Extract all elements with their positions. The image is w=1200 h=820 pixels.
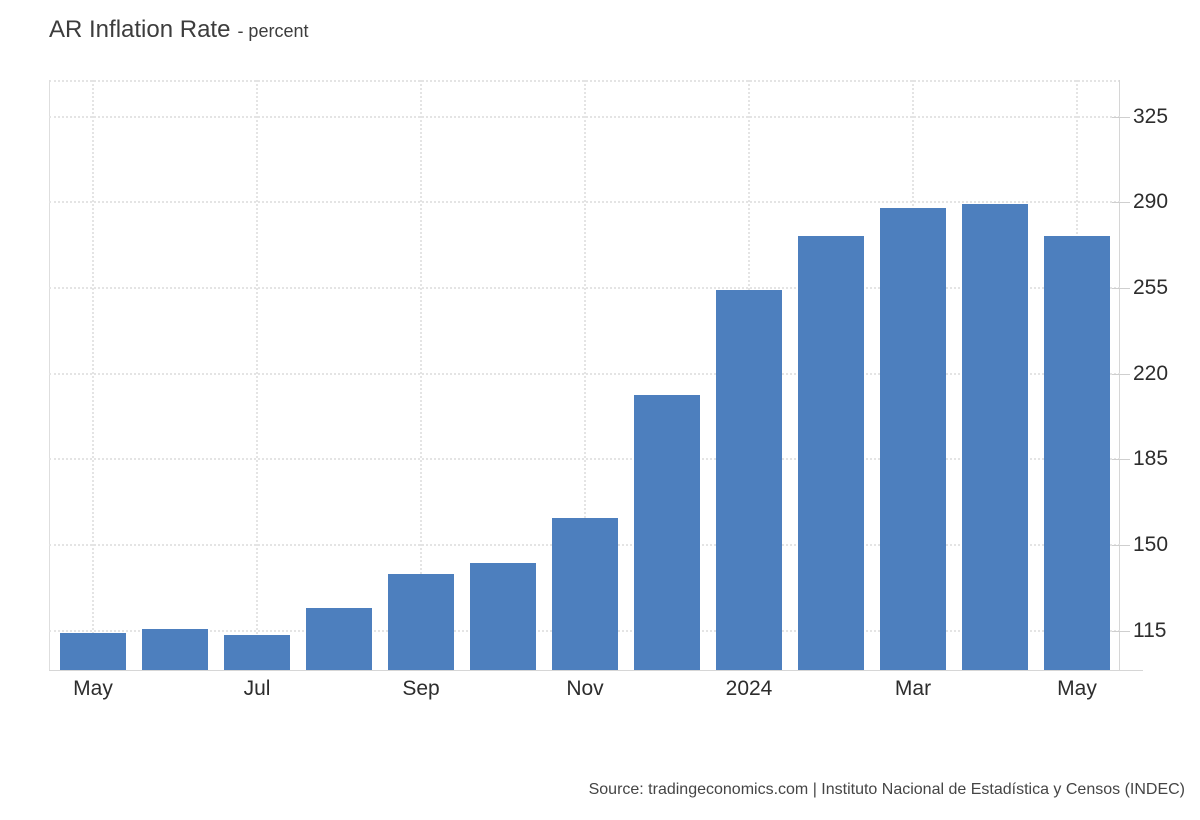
y-tick-label: 185	[1133, 447, 1169, 471]
x-tick-label: May	[1057, 677, 1097, 700]
bar[interactable]	[60, 632, 126, 670]
x-tick-label: Mar	[894, 677, 932, 700]
x-axis-line	[49, 670, 1143, 671]
bar[interactable]	[552, 518, 618, 670]
x-tick-label: Sep	[402, 677, 440, 700]
y-axis-tick	[1112, 373, 1130, 375]
v-gridline	[420, 80, 422, 670]
y-axis-tick	[1112, 459, 1130, 461]
bar[interactable]	[880, 207, 946, 670]
plot-area	[49, 80, 1143, 671]
y-axis-labels: 115 150 185 220 255 290 325	[1133, 80, 1199, 670]
bar[interactable]	[306, 607, 372, 670]
bar[interactable]	[962, 203, 1028, 670]
y-tick-label: 115	[1133, 618, 1167, 642]
chart-title-text: AR Inflation Rate	[49, 16, 231, 43]
x-tick-label: May	[73, 677, 113, 700]
y-tick-label: 325	[1133, 104, 1169, 128]
source-attribution: Source: tradingeconomics.com | Instituto…	[588, 781, 1185, 798]
x-tick-label: Jul	[243, 677, 271, 700]
y-tick-label: 220	[1133, 361, 1169, 385]
x-tick-label: 2024	[725, 677, 773, 700]
chart-subtitle-text: - percent	[237, 21, 309, 41]
y-axis-tick	[1112, 630, 1130, 632]
x-axis-labels: May Jul Sep Nov 2024 Mar May	[49, 676, 1120, 704]
bar[interactable]	[142, 629, 208, 670]
x-tick-label: Nov	[566, 677, 604, 700]
v-gridline	[92, 80, 94, 670]
bar[interactable]	[470, 563, 536, 670]
y-axis-tick	[1112, 288, 1130, 290]
y-tick-label: 290	[1133, 190, 1169, 214]
bar[interactable]	[224, 634, 290, 670]
bar[interactable]	[388, 573, 454, 670]
y-axis-tick	[1112, 202, 1130, 204]
y-axis-tick	[1112, 116, 1130, 118]
bar[interactable]	[1044, 235, 1110, 670]
y-tick-label: 150	[1133, 533, 1169, 557]
v-gridline	[256, 80, 258, 670]
bar[interactable]	[716, 290, 782, 670]
y-axis-tick	[1112, 545, 1130, 547]
y-axis-line-left	[49, 80, 50, 670]
bar[interactable]	[798, 236, 864, 670]
y-tick-label: 255	[1133, 276, 1169, 300]
v-gridline	[584, 80, 586, 670]
bar[interactable]	[634, 394, 700, 670]
chart-title: AR Inflation Rate - percent	[49, 16, 308, 44]
y-axis-line-right	[1119, 80, 1120, 670]
